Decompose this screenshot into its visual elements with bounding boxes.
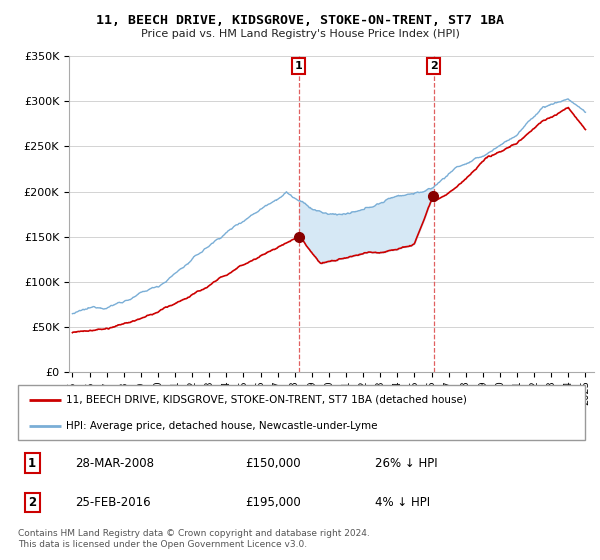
Text: 25-FEB-2016: 25-FEB-2016 — [75, 496, 151, 509]
Text: 28-MAR-2008: 28-MAR-2008 — [75, 457, 154, 470]
Text: Price paid vs. HM Land Registry's House Price Index (HPI): Price paid vs. HM Land Registry's House … — [140, 29, 460, 39]
Text: 11, BEECH DRIVE, KIDSGROVE, STOKE-ON-TRENT, ST7 1BA (detached house): 11, BEECH DRIVE, KIDSGROVE, STOKE-ON-TRE… — [66, 395, 467, 404]
Text: 2: 2 — [28, 496, 36, 509]
Text: 4% ↓ HPI: 4% ↓ HPI — [375, 496, 430, 509]
FancyBboxPatch shape — [18, 385, 585, 440]
Text: 1: 1 — [28, 457, 36, 470]
Text: £195,000: £195,000 — [245, 496, 301, 509]
Text: 11, BEECH DRIVE, KIDSGROVE, STOKE-ON-TRENT, ST7 1BA: 11, BEECH DRIVE, KIDSGROVE, STOKE-ON-TRE… — [96, 14, 504, 27]
Text: 1: 1 — [295, 60, 302, 71]
Text: 26% ↓ HPI: 26% ↓ HPI — [375, 457, 438, 470]
Text: HPI: Average price, detached house, Newcastle-under-Lyme: HPI: Average price, detached house, Newc… — [66, 421, 377, 431]
Text: £150,000: £150,000 — [245, 457, 301, 470]
Text: 2: 2 — [430, 60, 437, 71]
Text: Contains HM Land Registry data © Crown copyright and database right 2024.
This d: Contains HM Land Registry data © Crown c… — [18, 529, 370, 549]
